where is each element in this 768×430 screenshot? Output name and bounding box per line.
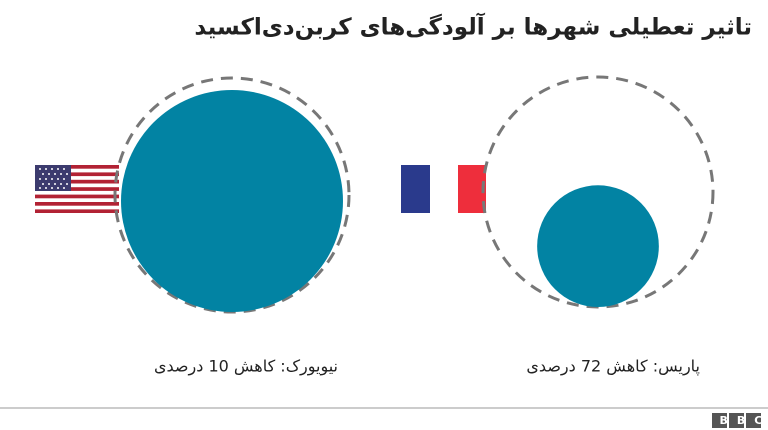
city-label: نیویورک: کاهش 10 درصدی	[154, 357, 338, 377]
bbc-logo: BBC	[712, 413, 768, 428]
remaining-emissions	[537, 185, 659, 307]
city-label: پاریس: کاهش 72 درصدی	[526, 357, 700, 377]
remaining-emissions	[121, 90, 343, 312]
chart-title: تاثیر تعطیلی شهرها بر آلودگی‌های کربن‌دی…	[194, 12, 752, 41]
us-flag	[35, 165, 119, 213]
logo-text: BBC	[720, 414, 768, 427]
france-flag	[401, 165, 486, 213]
